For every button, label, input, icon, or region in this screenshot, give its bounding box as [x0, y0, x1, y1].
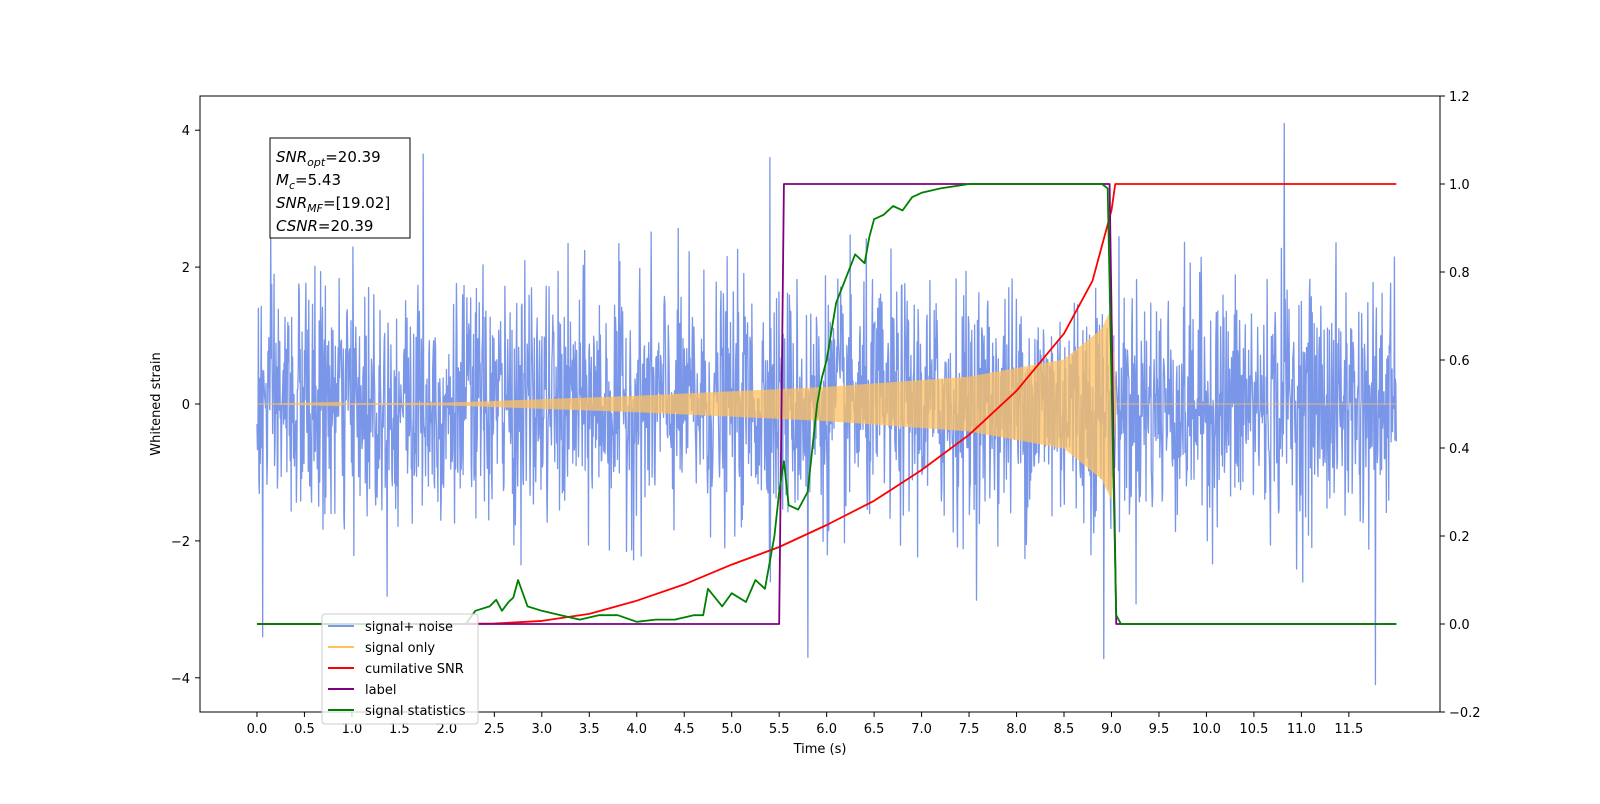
y-tick-label: −4 — [171, 672, 190, 687]
series-line-signal-only — [256, 309, 1397, 500]
series-layer — [256, 122, 1397, 686]
x-tick-label: 6.0 — [816, 722, 837, 737]
series-line-signal-statistics — [256, 183, 1397, 625]
annotation-subscript: MF — [307, 202, 323, 215]
x-tick-label: 10.5 — [1239, 722, 1268, 737]
x-tick-label: 3.5 — [579, 722, 600, 737]
legend-label: signal statistics — [365, 704, 466, 719]
y2-tick-label: 0.6 — [1449, 354, 1470, 369]
x-axis-label: Time (s) — [793, 742, 847, 757]
y-tick-label: 4 — [182, 124, 190, 139]
y2-tick-label: 0.2 — [1449, 530, 1470, 545]
annotation-subscript: c — [289, 179, 295, 192]
y2-tick-label: 0.0 — [1449, 618, 1470, 633]
x-tick-label: 8.5 — [1054, 722, 1075, 737]
annotation-value: =20.39 — [318, 217, 374, 235]
x-tick-label: 1.5 — [389, 722, 410, 737]
annotation-symbol: SNR — [276, 194, 307, 212]
x-tick-label: 0.0 — [247, 722, 268, 737]
x-tick-label: 0.5 — [294, 722, 315, 737]
x-tick-label: 7.0 — [911, 722, 932, 737]
legend-label: signal only — [365, 641, 435, 656]
y2-tick-label: 0.4 — [1449, 442, 1470, 457]
annotation-symbol: SNR — [276, 148, 307, 166]
x-tick-label: 9.0 — [1101, 722, 1122, 737]
legend-label: label — [365, 683, 396, 698]
x-tick-label: 8.0 — [1006, 722, 1027, 737]
x-tick-label: 2.5 — [484, 722, 505, 737]
legend: signal+ noise signal only cumilative SNR la… — [321, 613, 479, 725]
x-tick-label: 10.0 — [1192, 722, 1221, 737]
annotation-line: SNRMF=[19.02] — [276, 194, 390, 215]
x-tick-label: 1.0 — [342, 722, 363, 737]
x-tick-label: 7.5 — [959, 722, 980, 737]
annotation-line: SNRopt=20.39 — [276, 148, 381, 169]
x-tick-label: 2.0 — [437, 722, 458, 737]
x-tick-label: 9.5 — [1149, 722, 1170, 737]
annotation-subscript: opt — [307, 156, 326, 169]
series-line-signal-noise — [256, 122, 1397, 686]
y2-tick-label: −0.2 — [1449, 706, 1481, 721]
y-axis-left: −4 −2 0 2 4 — [171, 124, 200, 687]
annotation-frame — [269, 137, 411, 239]
x-axis: 0.0 0.5 1.0 1.5 2.0 2.5 3.0 3.5 4.0 4.5 5.0 5.5 6.0 6… — [247, 712, 1363, 737]
y2-tick-label: 0.8 — [1449, 266, 1470, 281]
y-axis-right: −0.2 0.0 0.2 0.4 0.6 0.8 1.0 1.2 — [1440, 90, 1481, 721]
y2-tick-label: 1.2 — [1449, 90, 1470, 105]
legend-label: cumilative SNR — [365, 662, 464, 677]
x-tick-label: 11.0 — [1287, 722, 1316, 737]
legend-label: signal+ noise — [365, 620, 453, 635]
annotation-symbol: CSNR — [276, 217, 318, 235]
x-tick-label: 4.0 — [626, 722, 647, 737]
y-tick-label: 2 — [182, 261, 190, 276]
annotation-value: =20.39 — [325, 148, 381, 166]
annotation-value: =[19.02] — [323, 194, 390, 212]
x-tick-label: 5.5 — [769, 722, 790, 737]
stats-annotation-box: SNRopt=20.39Mc=5.43SNRMF=[19.02]CSNR=20.… — [269, 137, 411, 239]
x-tick-label: 5.0 — [721, 722, 742, 737]
annotation-value: =5.43 — [295, 171, 341, 189]
y-tick-label: 0 — [182, 398, 190, 413]
legend-frame — [321, 613, 479, 725]
annotation-line: Mc=5.43 — [276, 171, 341, 192]
x-tick-label: 4.5 — [674, 722, 695, 737]
y-axis-label: Whitened strain — [149, 352, 164, 455]
y-tick-label: −2 — [171, 535, 190, 550]
x-tick-label: 6.5 — [864, 722, 885, 737]
annotation-symbol: M — [276, 171, 289, 189]
x-tick-label: 11.5 — [1334, 722, 1363, 737]
annotation-line: CSNR=20.39 — [276, 217, 373, 235]
y2-tick-label: 1.0 — [1449, 178, 1470, 193]
x-tick-label: 3.0 — [531, 722, 552, 737]
